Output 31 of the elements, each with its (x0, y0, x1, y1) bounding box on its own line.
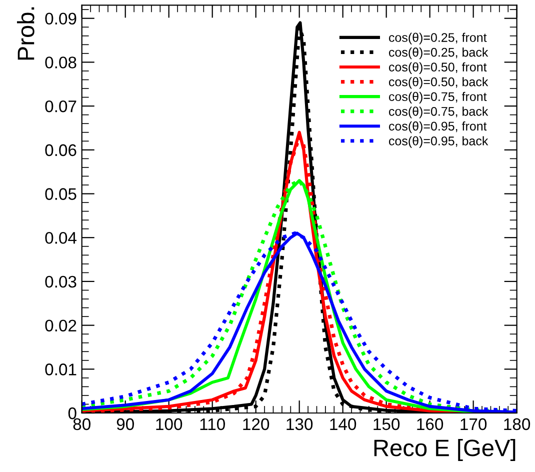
legend-label: cos(θ)=0.50, front (388, 62, 487, 74)
legend-label: cos(θ)=0.50, back (388, 77, 488, 89)
x-tick-label: 130 (286, 418, 313, 430)
x-tick-label: 180 (504, 418, 530, 430)
x-tick-label: 100 (156, 418, 182, 430)
y-tick-label: 0.01 (45, 364, 76, 376)
legend-label: cos(θ)=0.95, front (388, 121, 487, 134)
y-tick-label: 0.09 (45, 12, 76, 25)
legend-label: cos(θ)=0.95, back (388, 136, 488, 148)
x-tick-label: 150 (374, 418, 400, 430)
x-tick-label: 140 (330, 418, 356, 430)
y-tick-label: 0.03 (45, 276, 76, 288)
y-tick-label: 0.05 (45, 188, 76, 200)
legend-label: cos(θ)=0.25, back (388, 48, 488, 60)
x-axis-title: Reco E [GeV] (374, 438, 516, 461)
x-tick-label: 160 (417, 418, 444, 430)
y-tick-label: 0.04 (45, 232, 77, 244)
x-tick-label: 90 (116, 418, 134, 430)
x-tick-label: 120 (243, 418, 270, 430)
x-tick-label: 170 (460, 418, 487, 430)
x-tick-label: 80 (73, 418, 90, 430)
y-axis-title: Prob. (16, 7, 34, 60)
y-tick-label: 0.07 (45, 100, 76, 112)
y-tick-label: 0 (68, 407, 76, 420)
x-tick-label: 110 (200, 418, 225, 430)
y-tick-label: 0.08 (45, 56, 76, 68)
y-tick-label: 0.06 (45, 144, 76, 156)
legend-label: cos(θ)=0.75, front (388, 92, 487, 104)
y-tick-label: 0.02 (45, 320, 76, 332)
legend-label: cos(θ)=0.25, front (388, 32, 487, 44)
legend-label: cos(θ)=0.75, back (388, 106, 488, 118)
